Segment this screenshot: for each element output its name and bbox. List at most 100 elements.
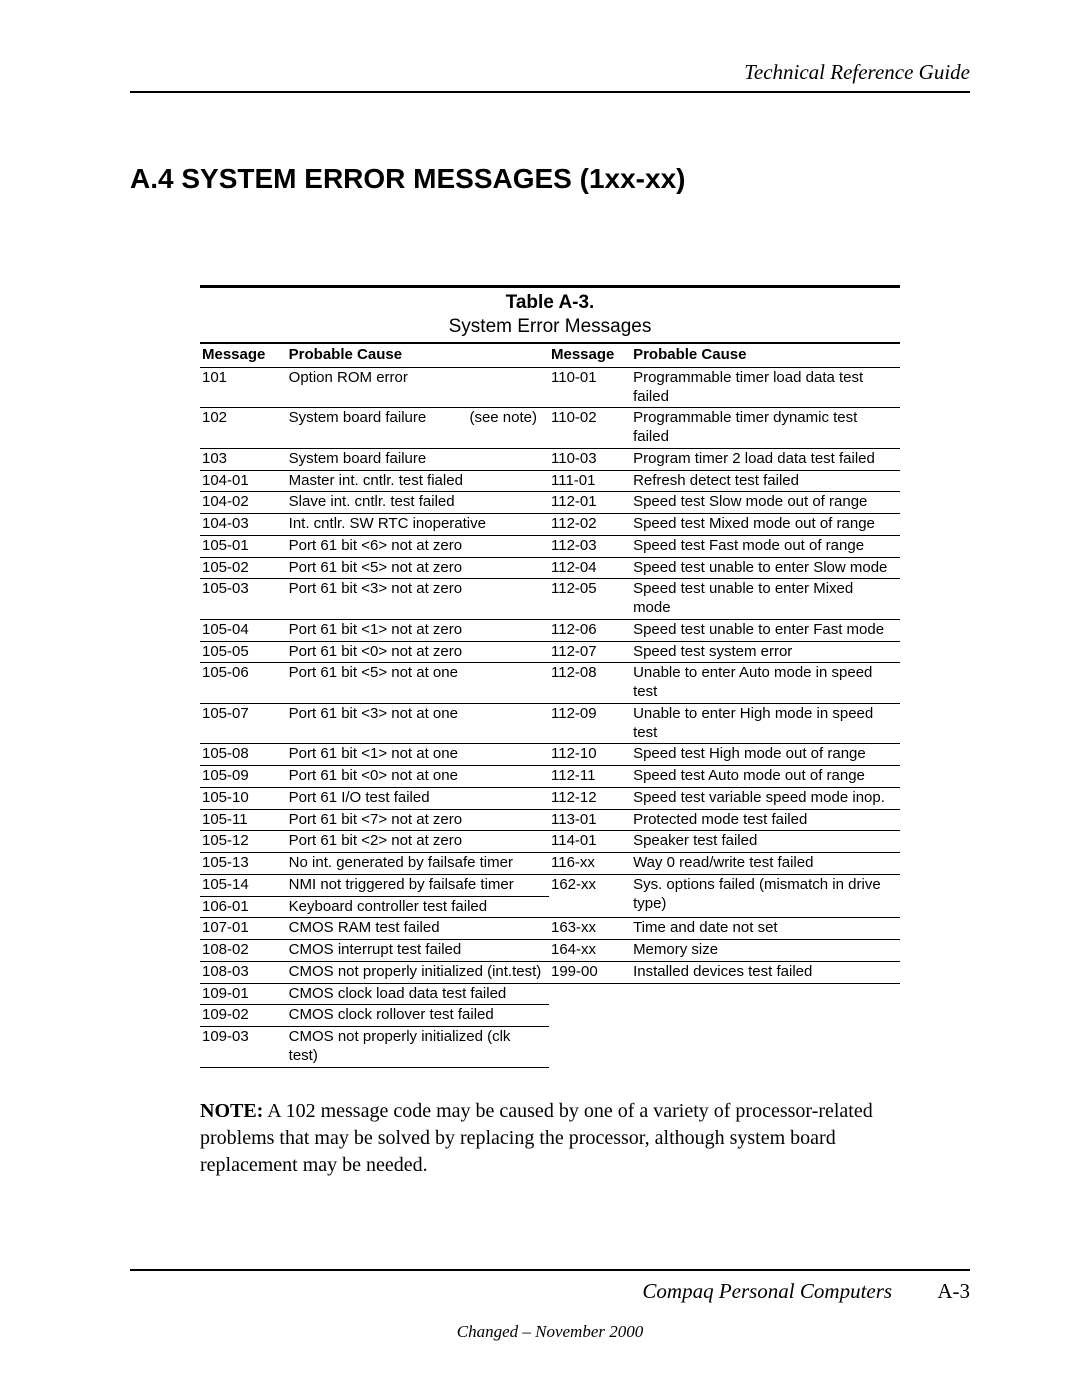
cell-cause: Speed test variable speed mode inop. — [631, 787, 900, 809]
cell-cause: Way 0 read/write test failed — [631, 853, 900, 875]
table-row: 102System board failure(see note)110-02P… — [200, 408, 900, 449]
cell-message: 105-02 — [200, 557, 287, 579]
table-row: 105-11Port 61 bit <7> not at zero113-01P… — [200, 809, 900, 831]
table-row: 105-07Port 61 bit <3> not at one112-09Un… — [200, 703, 900, 744]
footer-rule — [130, 1269, 970, 1271]
table-row: 105-13No int. generated by failsafe time… — [200, 853, 900, 875]
section-title: A.4 SYSTEM ERROR MESSAGES (1xx-xx) — [130, 163, 970, 195]
cell-message: 109-02 — [200, 1005, 287, 1027]
table-header-row: Message Probable Cause Message Probable … — [200, 344, 900, 367]
cell-message: 101 — [200, 367, 287, 408]
cell-cause: Port 61 bit <6> not at zero — [287, 535, 549, 557]
cell-cause: Speed test unable to enter Mixed mode — [631, 579, 900, 620]
th-cause-left: Probable Cause — [287, 344, 549, 367]
table-title: Table A-3. — [200, 292, 900, 314]
cell-message: 112-05 — [549, 579, 631, 620]
cell-message: 112-07 — [549, 641, 631, 663]
table-row: 105-04Port 61 bit <1> not at zero112-06S… — [200, 619, 900, 641]
cell-message: 102 — [200, 408, 287, 449]
cell-message: 113-01 — [549, 809, 631, 831]
cell-cause: Port 61 bit <5> not at one — [287, 663, 549, 704]
cell-cause: Port 61 bit <1> not at zero — [287, 619, 549, 641]
cell-message: 112-09 — [549, 703, 631, 744]
cell-cause: Port 61 bit <0> not at one — [287, 766, 549, 788]
cell-message: 109-03 — [200, 1027, 287, 1068]
cell-message: 110-03 — [549, 448, 631, 470]
cell-cause: Port 61 I/O test failed — [287, 787, 549, 809]
cell-message: 112-10 — [549, 744, 631, 766]
cell-message: 109-01 — [200, 983, 287, 1005]
page: Technical Reference Guide A.4 SYSTEM ERR… — [0, 0, 1080, 1397]
cell-cause: CMOS RAM test failed — [287, 918, 549, 940]
cell-message: 105-04 — [200, 619, 287, 641]
cell-cause: NMI not triggered by failsafe timer — [287, 874, 549, 896]
cell-message: 162-xx — [549, 874, 631, 918]
cell-cause: CMOS not properly initialized (clk test) — [287, 1027, 549, 1068]
cell-empty — [631, 983, 900, 1005]
cell-empty — [549, 1027, 631, 1068]
cell-cause: Speed test Mixed mode out of range — [631, 514, 900, 536]
cell-message: 105-11 — [200, 809, 287, 831]
error-table: Message Probable Cause Message Probable … — [200, 344, 900, 1068]
error-table-body: 101Option ROM error110-01Programmable ti… — [200, 367, 900, 1067]
table-row: 109-03CMOS not properly initialized (clk… — [200, 1027, 900, 1068]
cell-message: 106-01 — [200, 896, 287, 918]
cell-cause: CMOS interrupt test failed — [287, 940, 549, 962]
cell-cause: System board failure — [287, 448, 549, 470]
cell-message: 110-02 — [549, 408, 631, 449]
cell-cause: Keyboard controller test failed — [287, 896, 549, 918]
table-row: 107-01CMOS RAM test failed163-xxTime and… — [200, 918, 900, 940]
cell-message: 105-13 — [200, 853, 287, 875]
cell-message: 112-11 — [549, 766, 631, 788]
footer-page: A-3 — [937, 1279, 970, 1303]
cell-cause: Port 61 bit <0> not at zero — [287, 641, 549, 663]
note-text: A 102 message code may be caused by one … — [200, 1100, 873, 1176]
cell-cause: No int. generated by failsafe timer — [287, 853, 549, 875]
cell-message: 105-03 — [200, 579, 287, 620]
cell-message: 105-10 — [200, 787, 287, 809]
cell-cause: Slave int. cntlr. test failed — [287, 492, 549, 514]
cell-cause: System board failure(see note) — [287, 408, 549, 449]
table-row: 103System board failure110-03Program tim… — [200, 448, 900, 470]
cell-cause: Installed devices test failed — [631, 961, 900, 983]
cell-cause: Unable to enter High mode in speed test — [631, 703, 900, 744]
footer-line1: Compaq Personal Computers A-3 — [130, 1279, 970, 1304]
cell-message: 105-06 — [200, 663, 287, 704]
table-top-rule — [200, 285, 900, 288]
cell-message: 104-02 — [200, 492, 287, 514]
table-row: 105-06Port 61 bit <5> not at one112-08Un… — [200, 663, 900, 704]
cell-message: 112-12 — [549, 787, 631, 809]
table-row: 104-03Int. cntlr. SW RTC inoperative112-… — [200, 514, 900, 536]
table-row: 104-01Master int. cntlr. test fialed111-… — [200, 470, 900, 492]
note-paragraph: NOTE: A 102 message code may be caused b… — [200, 1098, 920, 1179]
table-row: 105-14NMI not triggered by failsafe time… — [200, 874, 900, 896]
cell-message: 105-12 — [200, 831, 287, 853]
cell-message: 104-03 — [200, 514, 287, 536]
table-row: 105-01Port 61 bit <6> not at zero112-03S… — [200, 535, 900, 557]
header-rule — [130, 91, 970, 93]
footer: Compaq Personal Computers A-3 Changed – … — [130, 1269, 970, 1342]
cell-cause: Speed test Slow mode out of range — [631, 492, 900, 514]
note-label: NOTE: — [200, 1100, 263, 1122]
cell-cause: Speed test High mode out of range — [631, 744, 900, 766]
cell-cause: Speed test unable to enter Fast mode — [631, 619, 900, 641]
cell-message: 116-xx — [549, 853, 631, 875]
table-row: 104-02Slave int. cntlr. test failed112-0… — [200, 492, 900, 514]
cell-message: 105-08 — [200, 744, 287, 766]
cell-cause: Program timer 2 load data test failed — [631, 448, 900, 470]
cell-cause: Programmable timer load data test failed — [631, 367, 900, 408]
cell-message: 112-02 — [549, 514, 631, 536]
cell-cause: Port 61 bit <1> not at one — [287, 744, 549, 766]
table-wrap: Table A-3. System Error Messages Message… — [200, 285, 900, 1068]
cell-empty — [631, 1005, 900, 1027]
table-row: 105-03Port 61 bit <3> not at zero112-05S… — [200, 579, 900, 620]
table-row: 105-08Port 61 bit <1> not at one112-10Sp… — [200, 744, 900, 766]
th-cause-right: Probable Cause — [631, 344, 900, 367]
table-row: 105-05Port 61 bit <0> not at zero112-07S… — [200, 641, 900, 663]
table-row: 105-12Port 61 bit <2> not at zero114-01S… — [200, 831, 900, 853]
cell-cause: Port 61 bit <7> not at zero — [287, 809, 549, 831]
cell-message: 105-09 — [200, 766, 287, 788]
th-message-left: Message — [200, 344, 287, 367]
cell-cause: Port 61 bit <3> not at zero — [287, 579, 549, 620]
cell-cause: Refresh detect test failed — [631, 470, 900, 492]
